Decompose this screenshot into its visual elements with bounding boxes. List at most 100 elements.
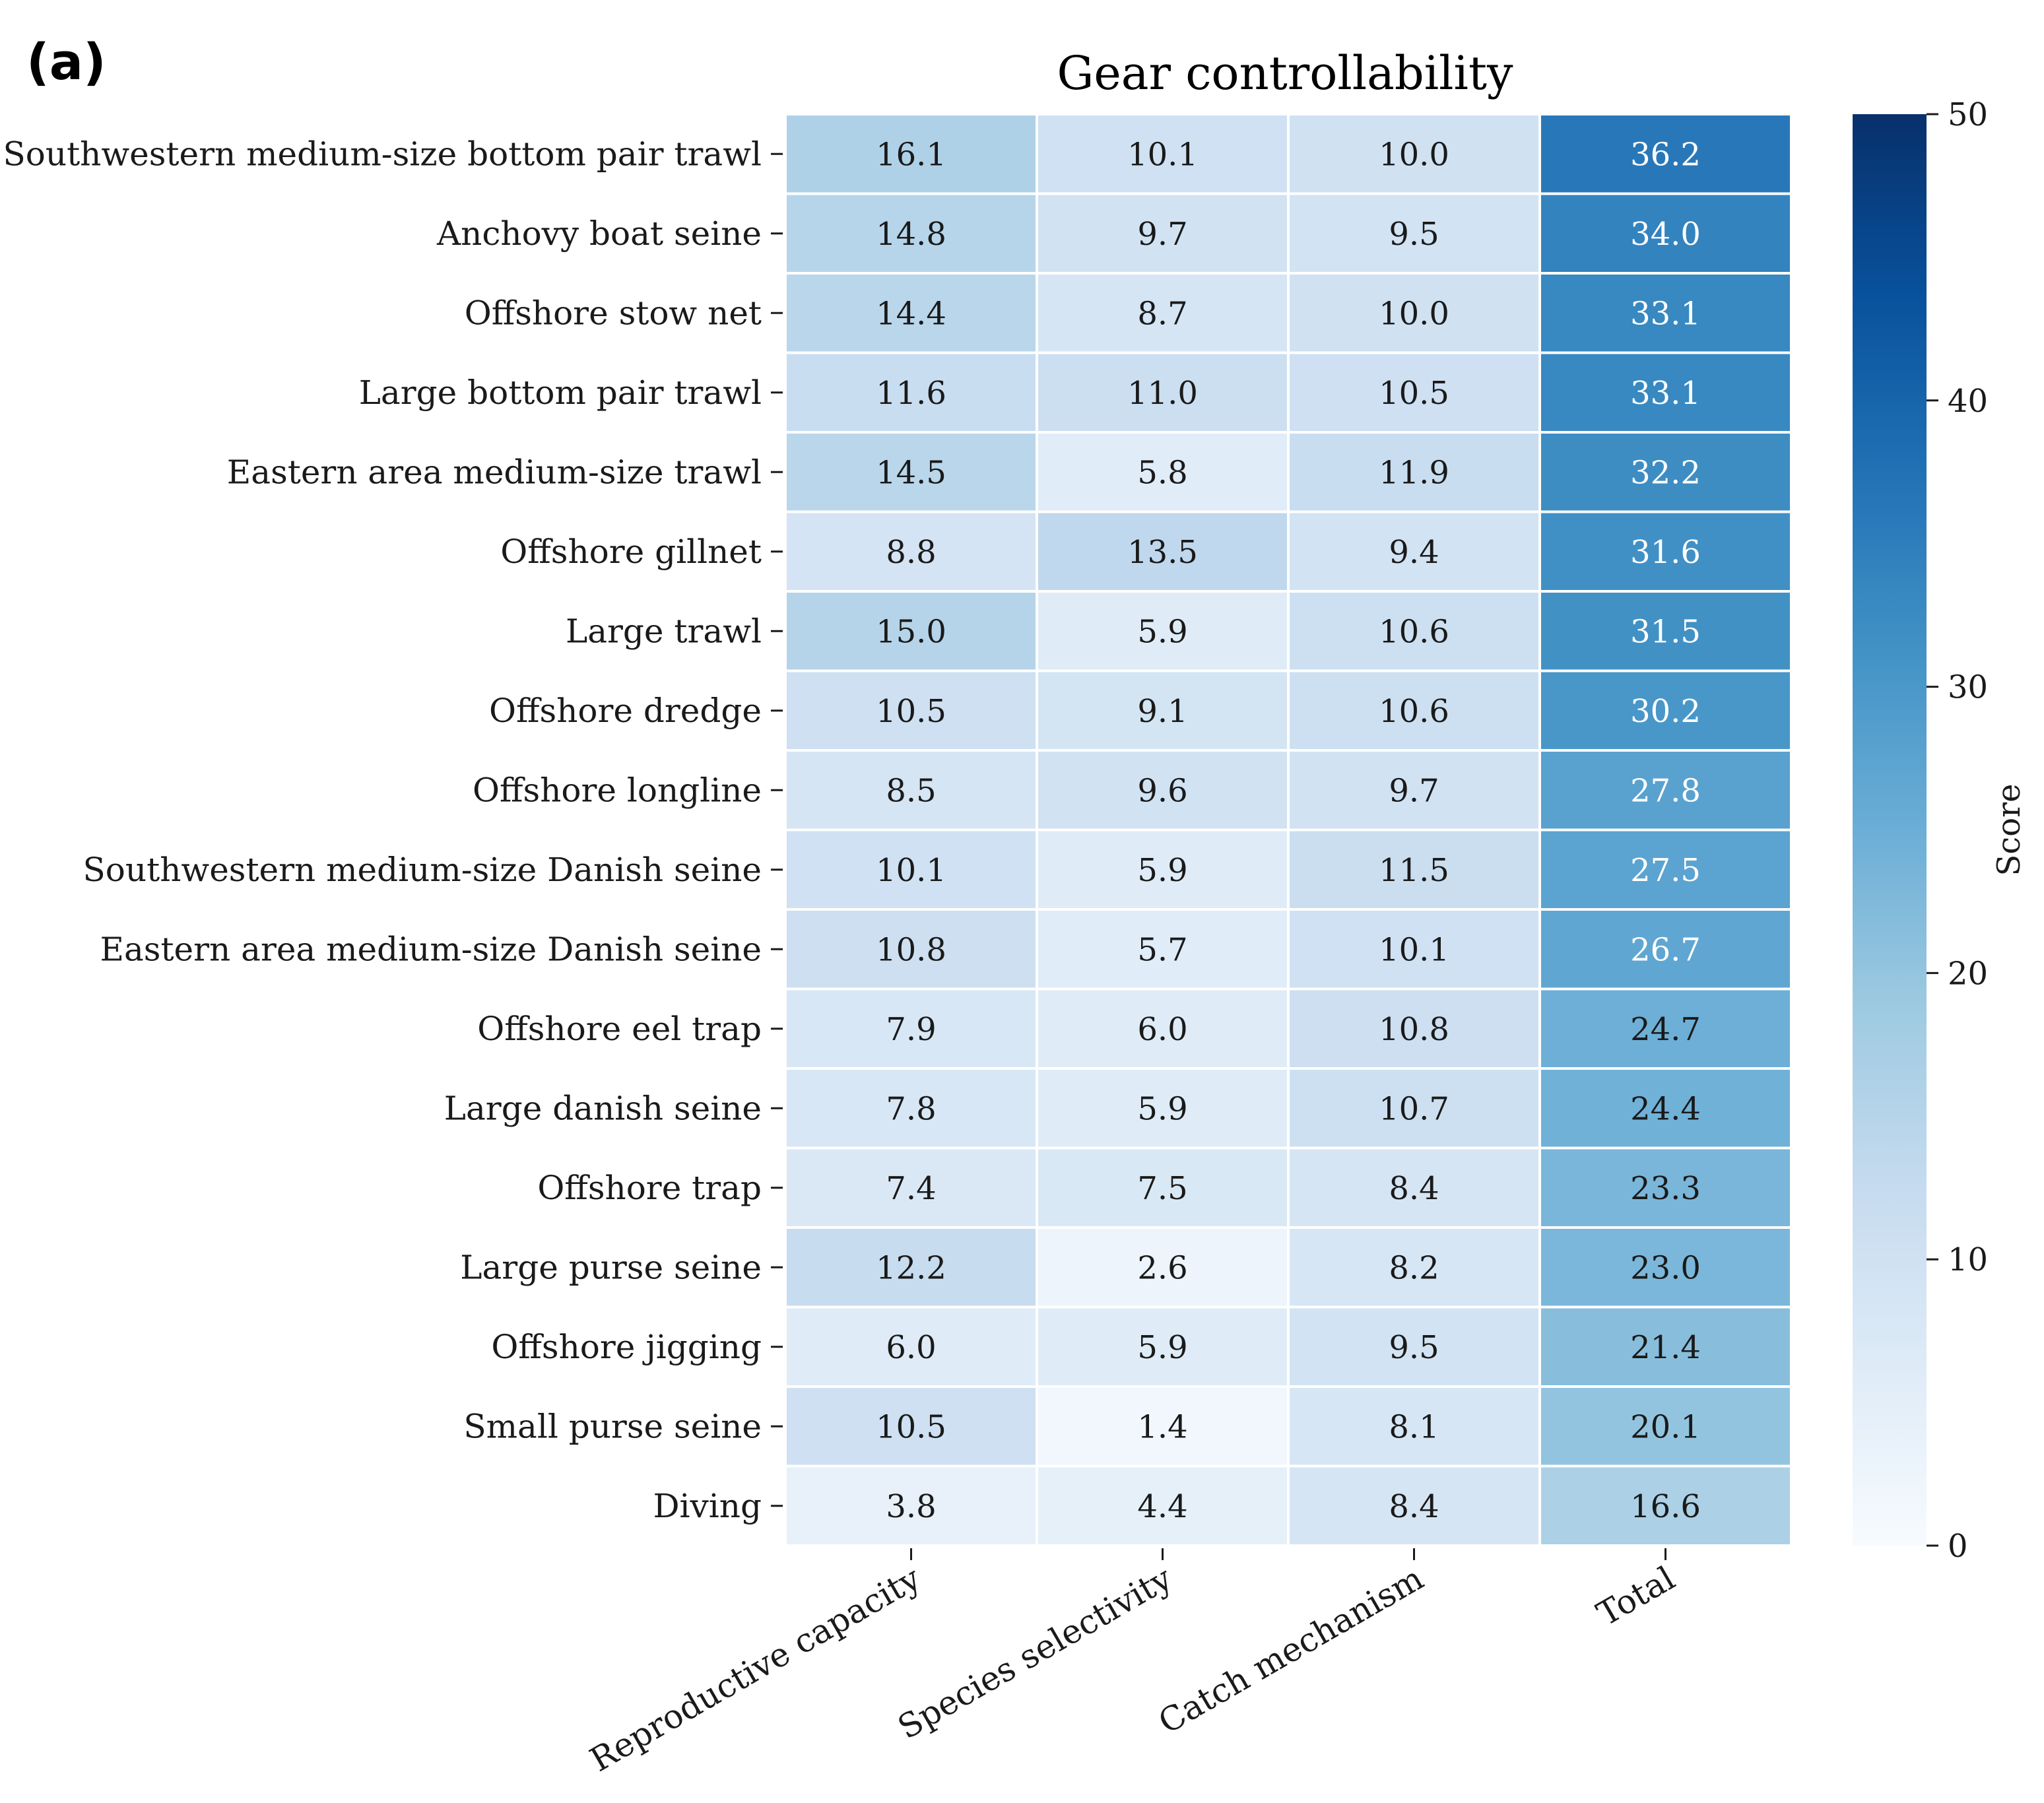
heatmap-cell-eastern-area-medium-size-trawl-reproductive-capacity <box>787 434 1036 511</box>
row-label-offshore-longline: Offshore longline <box>473 771 762 809</box>
cell-value-label: 7.9 <box>886 1011 936 1048</box>
colorbar-tick-label: 40 <box>1948 383 1988 420</box>
colorbar-tick-label: 0 <box>1948 1528 1968 1565</box>
colorbar: 0 10 20 30 40 50 Score <box>1853 96 2028 1565</box>
colorbar-gradient <box>1853 114 1927 1546</box>
cell-value-label: 6.0 <box>886 1329 936 1366</box>
heatmap-cell-large-purse-seine-reproductive-capacity <box>787 1229 1036 1306</box>
cell-value-label: 30.2 <box>1630 693 1701 730</box>
heatmap-cell-large-trawl-total <box>1541 593 1790 670</box>
row-label-offshore-gillnet: Offshore gillnet <box>500 533 762 571</box>
heatmap-cell-small-purse-seine-reproductive-capacity <box>787 1388 1036 1465</box>
heatmap-cell-eastern-area-medium-size-danish-seine-catch-mechanism <box>1290 911 1538 988</box>
cell-value-label: 8.5 <box>886 772 936 809</box>
row-label-eastern-area-medium-size-trawl: Eastern area medium-size trawl <box>227 453 762 491</box>
cell-value-label: 34.0 <box>1630 216 1701 253</box>
panel-label: (a) <box>26 32 106 91</box>
heatmap-cell-offshore-jigging-catch-mechanism <box>1290 1308 1538 1385</box>
row-label-diving: Diving <box>653 1487 762 1525</box>
cell-value-label: 9.1 <box>1137 693 1187 730</box>
cell-value-label: 1.4 <box>1137 1408 1187 1445</box>
cell-value-label: 10.8 <box>1379 1011 1449 1048</box>
heatmap-cell-eastern-area-medium-size-trawl-species-selectivity <box>1038 434 1287 511</box>
row-label-southwestern-medium-size-bottom-pair-trawl: Southwestern medium-size bottom pair tra… <box>3 135 762 173</box>
row-label-anchovy-boat-seine: Anchovy boat seine <box>436 214 762 253</box>
cell-value-label: 10.1 <box>1127 136 1198 173</box>
cell-value-label: 9.6 <box>1137 772 1187 809</box>
cell-value-label: 23.0 <box>1630 1249 1701 1286</box>
heatmap-cells: 16.1 10.1 10.0 36.2 14.8 9.7 9.5 34.0 14.4 8.7 10.… <box>787 115 1790 1544</box>
heatmap-cell-eastern-area-medium-size-danish-seine-reproductive-capacity <box>787 911 1036 988</box>
cell-value-label: 5.9 <box>1137 852 1187 889</box>
cell-value-label: 3.8 <box>886 1488 936 1525</box>
heatmap-cell-large-trawl-species-selectivity <box>1038 593 1287 670</box>
cell-value-label: 5.8 <box>1137 454 1187 491</box>
cell-value-label: 9.5 <box>1389 216 1439 253</box>
cell-value-label: 16.6 <box>1630 1488 1701 1525</box>
colorbar-tick-label: 30 <box>1948 669 1988 706</box>
heatmap-cell-diving-reproductive-capacity <box>787 1467 1036 1544</box>
cell-value-label: 5.9 <box>1137 613 1187 650</box>
heatmap-cell-offshore-longline-catch-mechanism <box>1290 752 1538 829</box>
cell-value-label: 14.5 <box>876 454 946 491</box>
heatmap-cell-large-purse-seine-species-selectivity <box>1038 1229 1287 1306</box>
cell-value-label: 10.5 <box>1379 375 1449 412</box>
heatmap-cell-offshore-stow-net-total <box>1541 275 1790 352</box>
cell-value-label: 10.5 <box>876 693 946 730</box>
row-label-eastern-area-medium-size-danish-seine: Eastern area medium-size Danish seine <box>100 930 762 968</box>
cell-value-label: 33.1 <box>1630 295 1701 332</box>
row-label-offshore-jigging: Offshore jigging <box>491 1328 762 1366</box>
cell-value-label: 8.2 <box>1389 1249 1439 1286</box>
heatmap-cell-large-danish-seine-total <box>1541 1070 1790 1147</box>
cell-value-label: 11.9 <box>1379 454 1449 491</box>
heatmap-cell-offshore-trap-reproductive-capacity <box>787 1149 1036 1226</box>
cell-value-label: 9.5 <box>1389 1329 1439 1366</box>
heatmap-cell-large-bottom-pair-trawl-total <box>1541 354 1790 431</box>
heatmap-cell-anchovy-boat-seine-catch-mechanism <box>1290 195 1538 272</box>
heatmap-cell-eastern-area-medium-size-trawl-catch-mechanism <box>1290 434 1538 511</box>
cell-value-label: 10.7 <box>1379 1090 1449 1127</box>
cell-value-label: 6.0 <box>1137 1011 1187 1048</box>
cell-value-label: 32.2 <box>1630 454 1701 491</box>
column-label-reproductive-capacity: Reproductive capacity <box>583 1559 927 1779</box>
cell-value-label: 12.2 <box>876 1249 946 1286</box>
heatmap-cell-offshore-eel-trap-reproductive-capacity <box>787 990 1036 1067</box>
heatmap-cell-eastern-area-medium-size-trawl-total <box>1541 434 1790 511</box>
cell-value-label: 31.5 <box>1630 613 1701 650</box>
cell-value-label: 5.7 <box>1137 931 1187 968</box>
heatmap-cell-offshore-longline-reproductive-capacity <box>787 752 1036 829</box>
heatmap-cell-offshore-dredge-total <box>1541 672 1790 749</box>
heatmap-cell-large-bottom-pair-trawl-species-selectivity <box>1038 354 1287 431</box>
cell-value-label: 23.3 <box>1630 1170 1701 1207</box>
row-labels: Southwestern medium-size bottom pair tra… <box>3 135 783 1525</box>
heatmap-cell-southwestern-medium-size-bottom-pair-trawl-total <box>1541 115 1790 193</box>
cell-value-label: 8.4 <box>1389 1488 1439 1525</box>
cell-value-label: 9.7 <box>1137 216 1187 253</box>
heatmap-cell-southwestern-medium-size-danish-seine-species-selectivity <box>1038 831 1287 908</box>
cell-value-label: 26.7 <box>1630 931 1701 968</box>
colorbar-tick-label: 10 <box>1948 1241 1988 1278</box>
row-label-offshore-trap: Offshore trap <box>537 1169 762 1207</box>
heatmap-cell-large-purse-seine-total <box>1541 1229 1790 1306</box>
heatmap-cell-large-trawl-reproductive-capacity <box>787 593 1036 670</box>
cell-value-label: 10.8 <box>876 931 946 968</box>
cell-value-label: 10.6 <box>1379 693 1449 730</box>
heatmap-cell-offshore-jigging-total <box>1541 1308 1790 1385</box>
column-label-species-selectivity: Species selectivity <box>892 1559 1179 1747</box>
cell-value-label: 10.6 <box>1379 613 1449 650</box>
cell-value-label: 20.1 <box>1630 1408 1701 1445</box>
colorbar-label: Score <box>1991 783 2028 876</box>
cell-value-label: 11.6 <box>876 375 946 412</box>
cell-value-label: 10.1 <box>876 852 946 889</box>
cell-value-label: 14.4 <box>876 295 946 332</box>
cell-value-label: 27.8 <box>1630 772 1701 809</box>
row-label-large-purse-seine: Large purse seine <box>460 1248 762 1286</box>
heatmap-cell-large-bottom-pair-trawl-reproductive-capacity <box>787 354 1036 431</box>
cell-value-label: 11.0 <box>1127 375 1198 412</box>
cell-value-label: 10.0 <box>1379 136 1449 173</box>
heatmap-cell-offshore-trap-catch-mechanism <box>1290 1149 1538 1226</box>
heatmap-cell-offshore-gillnet-reproductive-capacity <box>787 513 1036 590</box>
row-label-large-trawl: Large trawl <box>566 612 762 650</box>
